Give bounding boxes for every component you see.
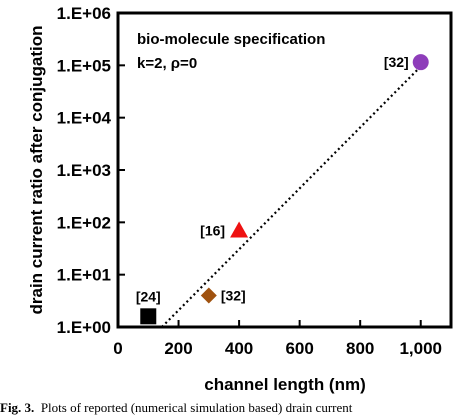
data-point-triangle [230, 221, 249, 238]
chart: 1.E+00 1.E+01 1.E+02 1.E+03 1.E+04 1.E+05 1.E+… [27, 4, 453, 394]
caption-text: Plots of reported (numerical simulation … [40, 401, 353, 415]
y-tick-label: 1.E+06 [57, 4, 111, 23]
x-tick-label: 1,000 [399, 339, 442, 358]
point-label: [24] [136, 288, 161, 304]
y-tick-label: 1.E+02 [57, 213, 111, 232]
y-tick-label: 1.E+01 [57, 266, 111, 285]
point-label: [16] [200, 222, 225, 238]
y-tick-label: 1.E+00 [57, 318, 111, 337]
point-labels: [24] [32] [16] [32] [136, 54, 409, 304]
y-tick-label: 1.E+03 [57, 161, 111, 180]
data-point-square [140, 308, 157, 325]
data-point-diamond [200, 287, 217, 304]
x-tick-label: 600 [285, 339, 313, 358]
y-tick-label: 1.E+04 [57, 109, 112, 128]
y-tick-label: 1.E+05 [57, 56, 111, 75]
x-axis-ticks: 0 200 400 600 800 1,000 [113, 320, 442, 358]
annotation-line-2: k=2, ρ=0 [137, 55, 197, 72]
trendline [161, 65, 422, 328]
data-point-circle [412, 54, 429, 71]
data-points [140, 54, 429, 325]
point-label: [32] [221, 287, 246, 303]
y-axis-title: drain current ratio after conjugation [27, 25, 46, 314]
x-tick-label: 800 [346, 339, 374, 358]
point-label: [32] [384, 54, 409, 70]
annotation-line-1: bio-molecule specification [137, 31, 325, 48]
x-tick-label: 0 [113, 339, 122, 358]
x-axis-title: channel length (nm) [204, 375, 366, 394]
figure-caption: Fig. 3. Plots of reported (numerical sim… [0, 401, 474, 415]
x-tick-label: 200 [164, 339, 192, 358]
caption-label: Fig. 3. [0, 401, 35, 415]
y-axis-ticks: 1.E+00 1.E+01 1.E+02 1.E+03 1.E+04 1.E+05 1.E+… [57, 4, 125, 337]
x-tick-label: 400 [225, 339, 253, 358]
